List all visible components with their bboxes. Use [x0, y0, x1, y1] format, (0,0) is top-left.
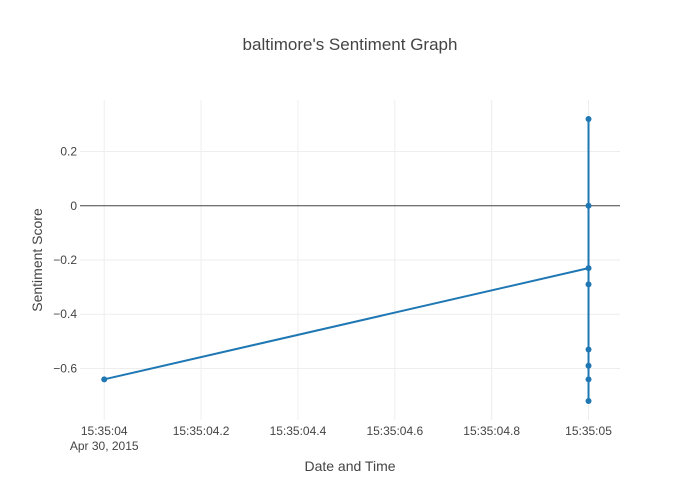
x-tick-label: 15:35:05: [565, 424, 612, 438]
data-point[interactable]: [585, 281, 592, 288]
y-tick-label: −0.2: [53, 253, 77, 267]
y-tick-label: −0.4: [53, 307, 77, 321]
y-tick-label: −0.6: [53, 361, 77, 375]
x-tick-label: 15:35:04.6: [366, 424, 423, 438]
x-tick-label: 15:35:04.8: [463, 424, 520, 438]
data-point[interactable]: [585, 346, 592, 353]
chart-title: baltimore's Sentiment Graph: [243, 35, 458, 54]
data-point[interactable]: [585, 202, 592, 209]
x-axis-title: Date and Time: [304, 458, 395, 474]
data-point[interactable]: [585, 265, 592, 272]
data-point[interactable]: [101, 376, 108, 383]
series-group: [101, 115, 592, 405]
y-tick-labels: 0.2 0 −0.2 −0.4 −0.6: [53, 145, 77, 376]
y-tick-label: 0.2: [60, 145, 77, 159]
y-tick-label: 0: [70, 199, 77, 213]
data-point[interactable]: [585, 398, 592, 405]
data-point[interactable]: [585, 362, 592, 369]
x-tick-label: 15:35:04.2: [173, 424, 230, 438]
x-tick-label: 15:35:04.4: [270, 424, 327, 438]
x-tick-sublabel: Apr 30, 2015: [70, 439, 139, 453]
x-tick-label: 15:35:04: [81, 424, 128, 438]
y-axis-title: Sentiment Score: [29, 208, 45, 312]
data-point[interactable]: [585, 376, 592, 383]
data-point[interactable]: [585, 115, 592, 122]
